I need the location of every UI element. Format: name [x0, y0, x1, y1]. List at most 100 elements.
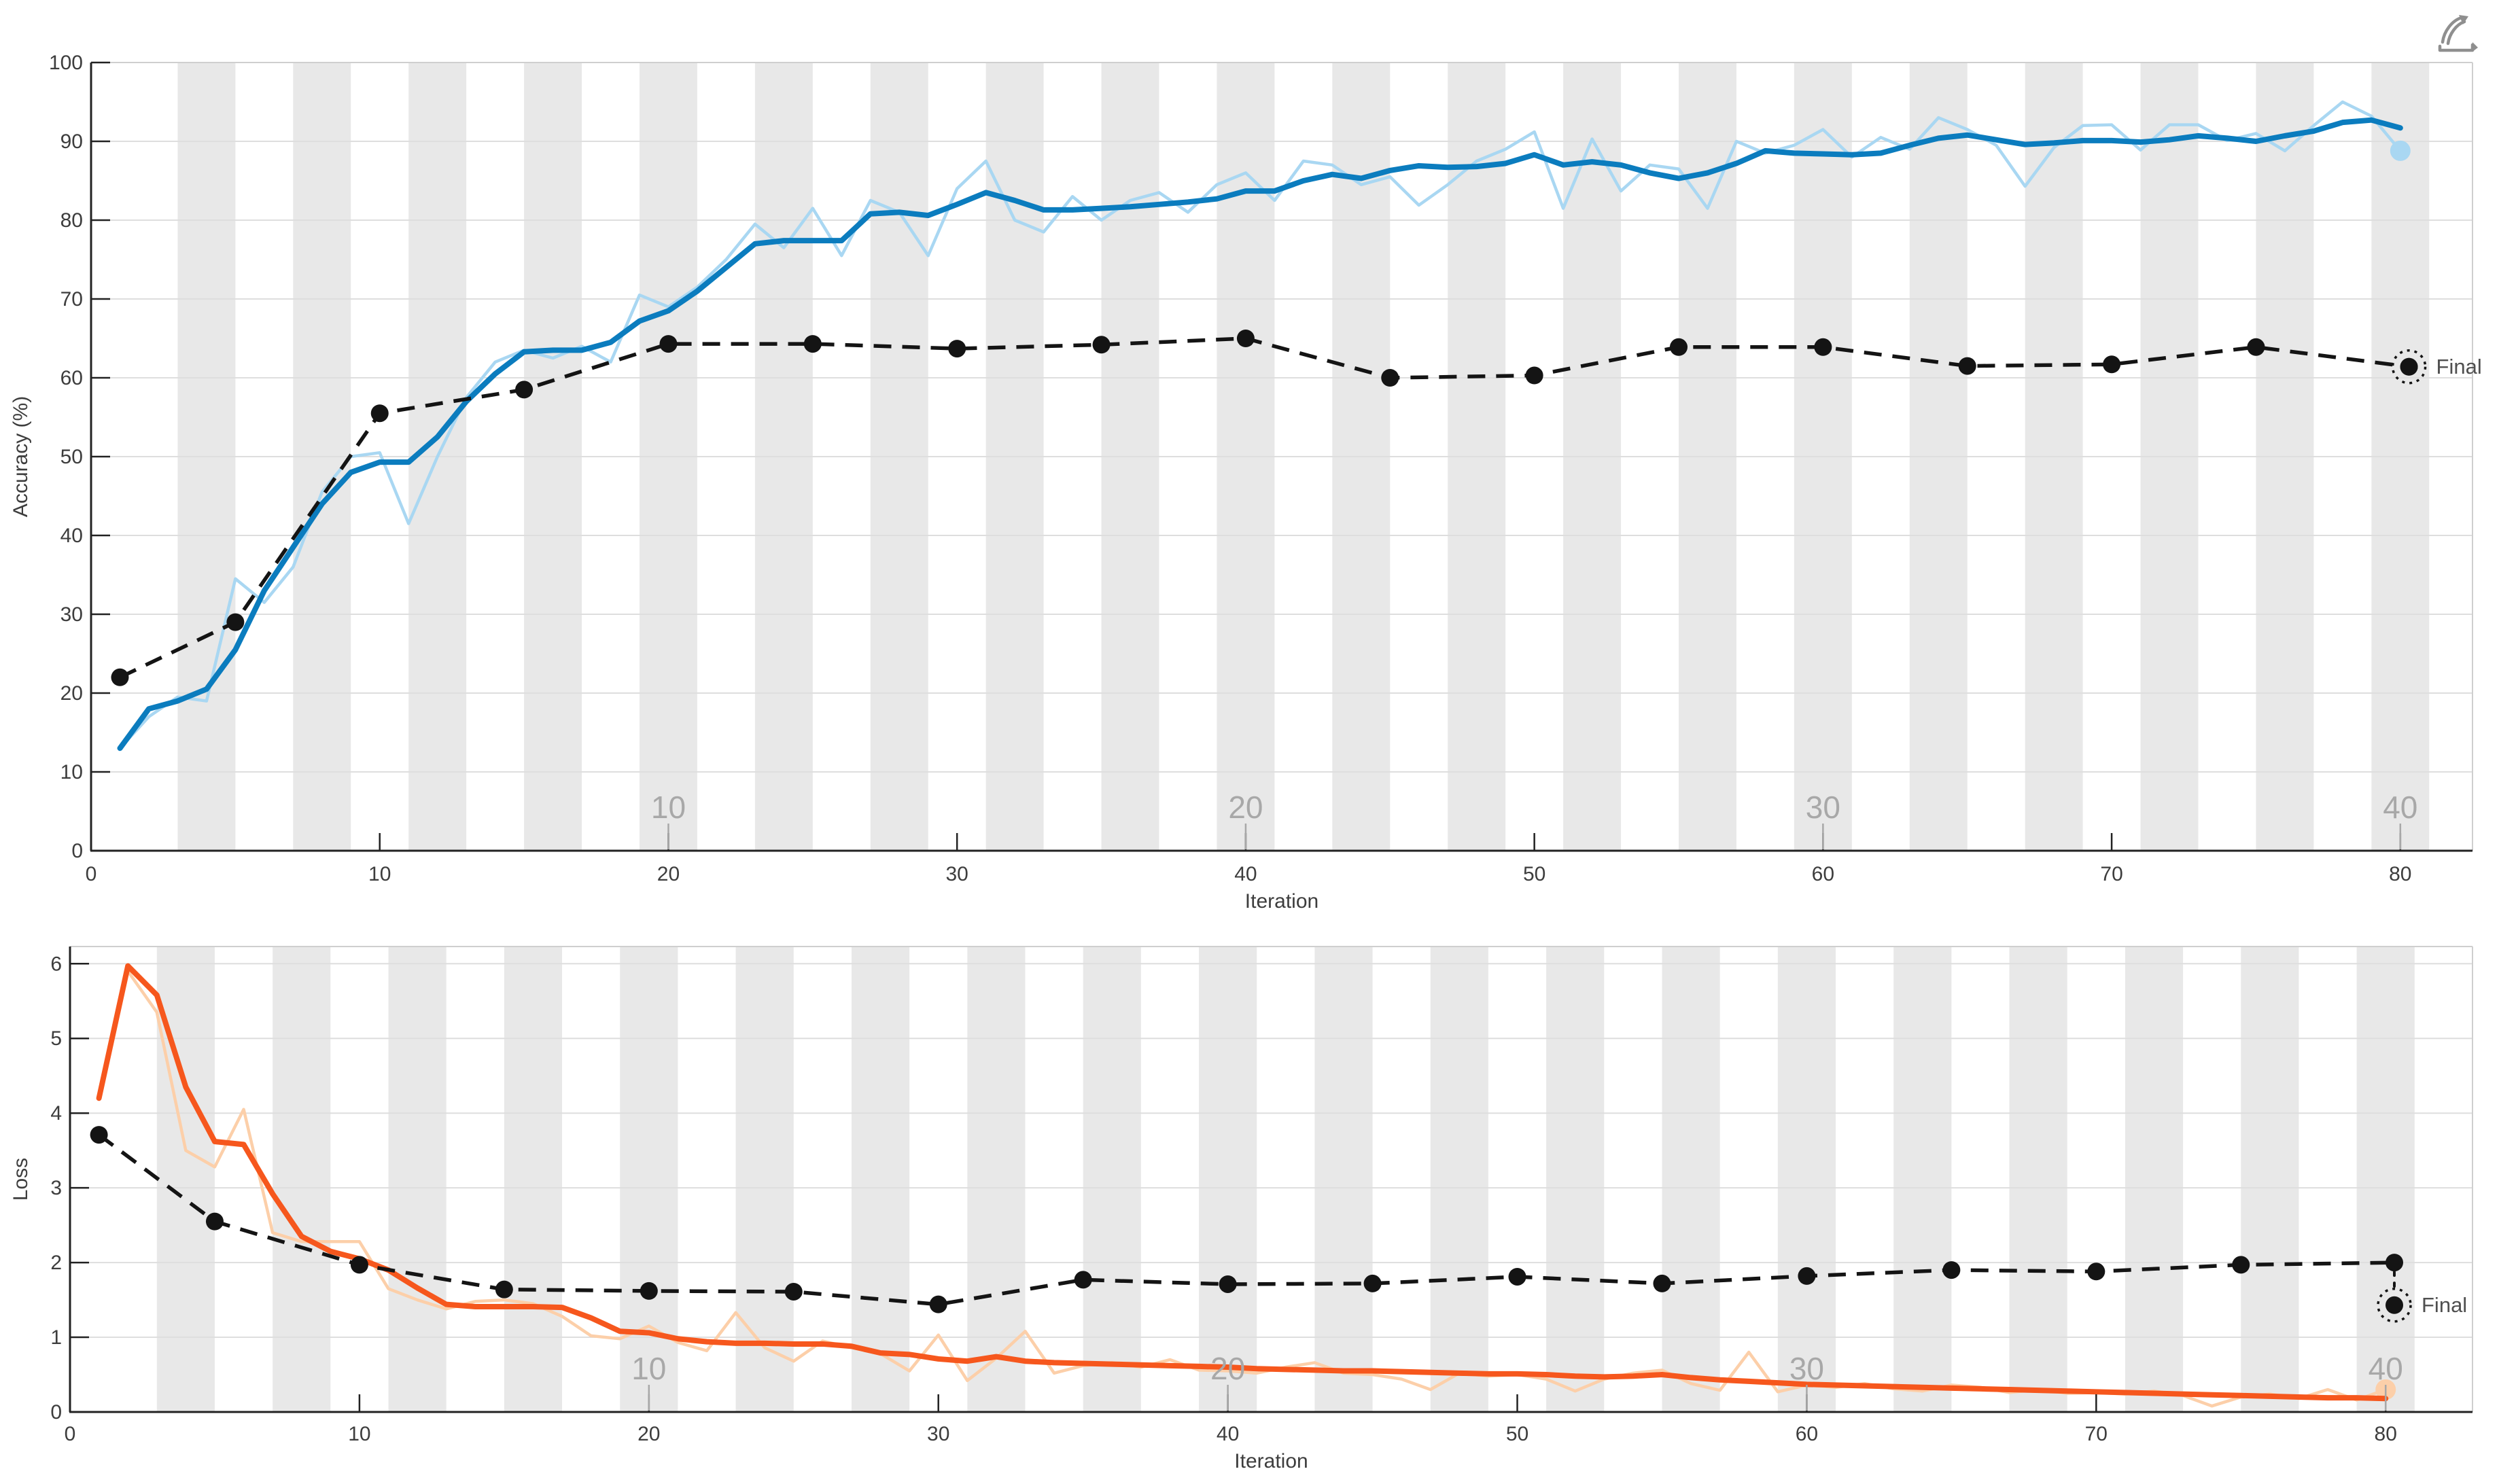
validation-accuracy-marker [370, 404, 389, 423]
epoch-band [2241, 947, 2299, 1412]
epoch-band [2009, 947, 2067, 1412]
y-tick-label: 2 [50, 1252, 62, 1274]
y-tick-label: 5 [50, 1027, 62, 1050]
y-tick-label: 0 [71, 840, 83, 862]
validation-accuracy-marker [2103, 355, 2121, 374]
x-tick-label: 10 [368, 863, 391, 885]
epoch-band [1314, 947, 1373, 1412]
epoch-label: 20 [1210, 1351, 1245, 1386]
y-tick-label: 60 [60, 367, 83, 389]
x-tick-label: 40 [1234, 863, 1257, 885]
validation-accuracy-marker [1958, 357, 1976, 375]
epoch-band [1893, 947, 1952, 1412]
x-tick-label: 60 [1812, 863, 1834, 885]
validation-loss-marker [1798, 1267, 1816, 1285]
validation-loss-marker [1942, 1261, 1961, 1279]
validation-accuracy-marker [948, 340, 966, 358]
y-tick-label: 40 [60, 525, 83, 547]
epoch-band [273, 947, 331, 1412]
y-tick-label: 50 [60, 446, 83, 468]
brush-icon[interactable] [2434, 12, 2482, 54]
validation-loss-marker [2087, 1262, 2105, 1281]
x-tick-label: 0 [65, 1423, 76, 1445]
validation-loss-marker [90, 1126, 108, 1144]
final-dot [2386, 1296, 2404, 1314]
epoch-band [1662, 947, 1720, 1412]
validation-accuracy-marker [1670, 338, 1688, 356]
epoch-label: 40 [2383, 790, 2417, 825]
validation-loss-marker [205, 1212, 224, 1231]
final-label: Final [2436, 355, 2482, 378]
x-tick-label: 60 [1796, 1423, 1818, 1445]
y-tick-label: 3 [50, 1177, 62, 1199]
training-loss-smoothed-line [96, 963, 2389, 1402]
epoch-band [851, 947, 910, 1412]
epoch-label: 40 [2369, 1351, 2403, 1386]
validation-accuracy-marker [1236, 330, 1255, 347]
x-tick-label: 0 [86, 863, 97, 885]
validation-loss-marker [2386, 1254, 2404, 1272]
x-tick-label: 30 [927, 1423, 949, 1445]
y-tick-label: 1 [50, 1326, 62, 1349]
epoch-label: 10 [651, 790, 686, 825]
epoch-band [1777, 947, 1836, 1412]
y-tick-label: 10 [60, 761, 83, 783]
validation-loss-marker [350, 1256, 368, 1274]
validation-loss-marker [1219, 1275, 1237, 1293]
validation-accuracy-marker [1092, 336, 1111, 354]
y-tick-label: 0 [50, 1401, 62, 1424]
x-tick-label: 70 [2085, 1423, 2108, 1445]
validation-accuracy-marker [1381, 369, 1399, 387]
validation-accuracy-marker [515, 381, 534, 399]
validation-accuracy-marker [226, 613, 245, 631]
epoch-band [1083, 947, 1141, 1412]
validation-accuracy-marker [1814, 338, 1832, 356]
validation-loss-marker [784, 1282, 803, 1301]
training-accuracy-raw-end-dot [2390, 140, 2411, 161]
validation-accuracy-marker [803, 335, 822, 353]
y-tick-label: 80 [60, 209, 83, 232]
validation-accuracy-marker [2247, 338, 2265, 356]
y-tick-label: 70 [60, 288, 83, 311]
x-tick-label: 30 [945, 863, 968, 885]
epoch-band [388, 947, 447, 1412]
validation-loss-marker [1363, 1274, 1382, 1292]
y-tick-label: 90 [60, 130, 83, 153]
x-tick-label: 80 [2389, 863, 2411, 885]
x-tick-label: 40 [1217, 1423, 1239, 1445]
x-tick-label: 50 [1506, 1423, 1528, 1445]
training-accuracy-raw-line [118, 100, 2402, 749]
validation-accuracy-marker [111, 668, 129, 686]
x-tick-label: 50 [1523, 863, 1545, 885]
y-tick-label: 30 [60, 603, 83, 626]
y-axis-title: Loss [10, 1158, 32, 1201]
epoch-label: 30 [1806, 790, 1840, 825]
epoch-band [2125, 947, 2184, 1412]
validation-loss-marker [1508, 1267, 1526, 1286]
epoch-label: 10 [631, 1351, 666, 1386]
validation-loss-marker [640, 1282, 658, 1300]
final-circle [2377, 1288, 2412, 1323]
x-tick-label: 20 [657, 863, 680, 885]
epoch-band [1199, 947, 1257, 1412]
x-tick-label: 20 [637, 1423, 660, 1445]
validation-loss-marker [1074, 1271, 1092, 1289]
epoch-band [620, 947, 678, 1412]
epoch-band [1546, 947, 1605, 1412]
x-tick-label: 70 [2100, 863, 2122, 885]
epoch-label: 30 [1789, 1351, 1824, 1386]
x-axis-title: Iteration [1245, 890, 1318, 913]
y-tick-label: 4 [50, 1102, 62, 1125]
final-circle [2391, 349, 2427, 385]
training-accuracy-smoothed-line [117, 117, 2403, 752]
x-axis-title: Iteration [1234, 1450, 1308, 1472]
y-axis-title: Accuracy (%) [10, 396, 32, 517]
validation-loss-marker [495, 1280, 513, 1298]
validation-loss-line [97, 1133, 2395, 1307]
y-tick-label: 6 [50, 953, 62, 975]
validation-loss-marker [2232, 1256, 2250, 1274]
epoch-label: 20 [1228, 790, 1263, 825]
y-tick-label: 100 [49, 52, 83, 74]
